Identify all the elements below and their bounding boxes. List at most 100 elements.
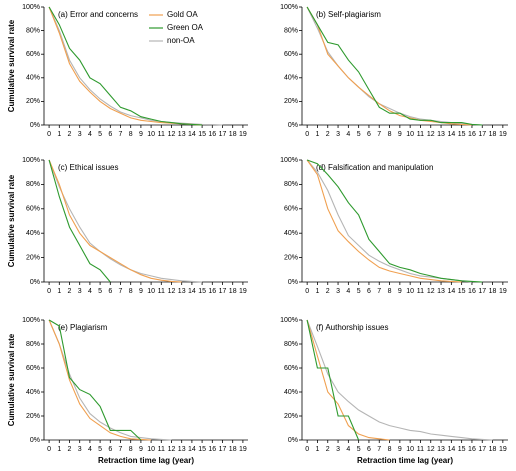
y-tick-label: 80% xyxy=(26,181,40,188)
x-tick-label: 17 xyxy=(219,131,227,138)
y-tick-label: 40% xyxy=(284,230,298,237)
y-tick-label: 100% xyxy=(280,4,298,11)
series-line xyxy=(306,6,483,126)
legend-label: Gold OA xyxy=(167,10,198,19)
x-tick-label: 7 xyxy=(377,288,381,295)
x-tick-label: 7 xyxy=(377,131,381,138)
x-tick-label: 15 xyxy=(458,288,466,295)
series-line xyxy=(48,159,203,283)
y-tick-label: 20% xyxy=(26,413,40,420)
x-tick-label: 14 xyxy=(447,446,455,453)
panel: 0%20%40%60%80%100%0 1 2 3 4 5 6 7 8 9 10 11 12 13 14 15… xyxy=(280,157,508,295)
y-tick-label: 20% xyxy=(284,254,298,261)
y-tick-label: 60% xyxy=(284,365,298,372)
panel-title: (e) Plagiarism xyxy=(58,323,108,332)
x-tick-label: 0 xyxy=(47,446,51,453)
x-tick-label: 13 xyxy=(178,131,186,138)
y-tick-label: 20% xyxy=(284,98,298,105)
series-line xyxy=(48,159,182,283)
x-tick-label: 8 xyxy=(129,446,133,453)
series-line xyxy=(48,159,111,283)
x-tick-label: 1 xyxy=(57,131,61,138)
y-tick-label: 80% xyxy=(284,27,298,34)
y-tick-label: 0% xyxy=(30,122,40,129)
x-tick-label: 6 xyxy=(108,446,112,453)
y-tick-label: 100% xyxy=(280,317,298,324)
y-tick-label: 80% xyxy=(284,341,298,348)
x-tick-label: 19 xyxy=(239,446,247,453)
x-tick-label: 13 xyxy=(178,446,186,453)
y-tick-label: 40% xyxy=(284,75,298,82)
y-tick-label: 20% xyxy=(26,98,40,105)
x-tick-label: 4 xyxy=(88,131,92,138)
series-line xyxy=(306,6,472,126)
x-tick-label: 16 xyxy=(468,446,476,453)
x-tick-label: 9 xyxy=(139,131,143,138)
series-line xyxy=(306,319,390,441)
x-tick-label: 17 xyxy=(478,446,486,453)
legend-label: non-OA xyxy=(167,36,195,45)
y-tick-label: 20% xyxy=(26,254,40,261)
series-line xyxy=(48,6,223,126)
panel: 0%20%40%60%80%100%0 1 2 3 4 5 6 7 8 9 10 11 12 13 14 15… xyxy=(280,317,508,465)
y-tick-label: 0% xyxy=(30,437,40,444)
x-tick-label: 8 xyxy=(388,288,392,295)
x-tick-label: 11 xyxy=(417,131,424,138)
panel: 0%20%40%60%80%100%0 1 2 3 4 5 6 7 8 9 10 11 12 13 14 15… xyxy=(7,4,248,138)
x-tick-label: 0 xyxy=(47,288,51,295)
x-tick-label: 17 xyxy=(219,288,227,295)
x-tick-label: 5 xyxy=(357,446,361,453)
y-tick-label: 60% xyxy=(26,365,40,372)
x-tick-label: 7 xyxy=(377,446,381,453)
x-tick-label: 4 xyxy=(346,288,350,295)
x-tick-label: 9 xyxy=(398,131,402,138)
x-tick-label: 19 xyxy=(499,288,507,295)
x-tick-label: 9 xyxy=(139,288,143,295)
y-tick-label: 60% xyxy=(284,51,298,58)
x-tick-label: 6 xyxy=(108,131,112,138)
x-tick-label: 9 xyxy=(398,446,402,453)
x-tick-label: 9 xyxy=(398,288,402,295)
x-tick-label: 7 xyxy=(119,288,123,295)
y-tick-label: 80% xyxy=(26,27,40,34)
x-tick-label: 17 xyxy=(478,288,486,295)
panel-title: (f) Authorship issues xyxy=(316,323,388,332)
x-tick-label: 0 xyxy=(305,288,309,295)
x-tick-label: 5 xyxy=(98,446,102,453)
x-tick-label: 10 xyxy=(406,288,414,295)
x-tick-label: 2 xyxy=(68,131,72,138)
x-tick-label: 1 xyxy=(315,131,319,138)
x-tick-label: 16 xyxy=(208,288,216,295)
x-tick-label: 13 xyxy=(178,288,186,295)
x-tick-label: 15 xyxy=(198,131,206,138)
y-tick-label: 60% xyxy=(26,206,40,213)
x-tick-label: 18 xyxy=(229,131,237,138)
x-tick-label: 0 xyxy=(47,131,51,138)
y-tick-label: 0% xyxy=(30,279,40,286)
series-line xyxy=(48,6,203,126)
series-line xyxy=(48,319,172,441)
y-tick-label: 100% xyxy=(22,4,40,11)
x-tick-label: 13 xyxy=(437,288,445,295)
y-tick-label: 100% xyxy=(22,157,40,164)
x-tick-label: 19 xyxy=(499,446,507,453)
x-tick-label: 8 xyxy=(129,131,133,138)
x-tick-label: 10 xyxy=(147,288,155,295)
x-tick-label: 2 xyxy=(68,288,72,295)
x-tick-label: 10 xyxy=(147,446,155,453)
y-tick-label: 60% xyxy=(284,206,298,213)
y-tick-label: 40% xyxy=(26,75,40,82)
x-tick-label: 10 xyxy=(147,131,155,138)
x-tick-label: 7 xyxy=(119,131,123,138)
x-tick-label: 12 xyxy=(427,446,435,453)
x-tick-label: 8 xyxy=(129,288,133,295)
x-tick-label: 14 xyxy=(188,131,196,138)
series-line xyxy=(306,319,493,441)
y-tick-label: 0% xyxy=(288,437,298,444)
x-tick-label: 13 xyxy=(437,131,445,138)
y-axis-title: Cumulative survival rate xyxy=(7,19,16,112)
x-tick-label: 18 xyxy=(229,288,237,295)
x-tick-label: 14 xyxy=(447,131,455,138)
x-tick-label: 0 xyxy=(305,131,309,138)
